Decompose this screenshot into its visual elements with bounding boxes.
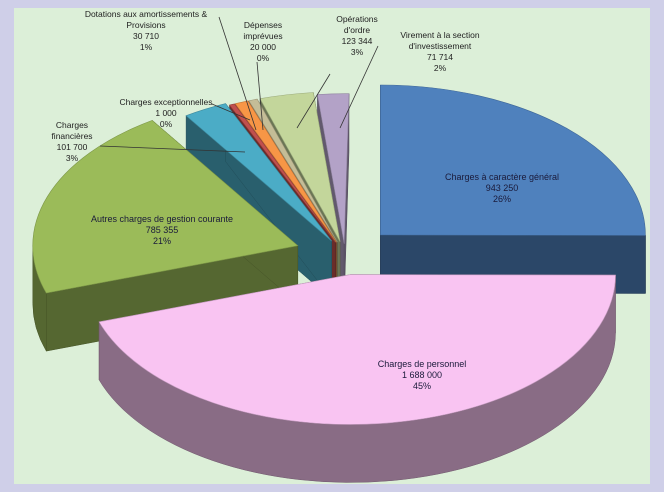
label-depenses: Dépenses imprévues 20 000 0% — [243, 20, 282, 63]
leader-line-virement — [340, 46, 378, 128]
label-dotations: Dotations aux amortissements & Provisions… — [85, 9, 208, 52]
label-ordre: Opérations d'ordre 123 344 3% — [336, 14, 378, 57]
label-virement: Virement à la section d'investissement 71 … — [400, 30, 479, 73]
slice-top — [380, 85, 645, 236]
